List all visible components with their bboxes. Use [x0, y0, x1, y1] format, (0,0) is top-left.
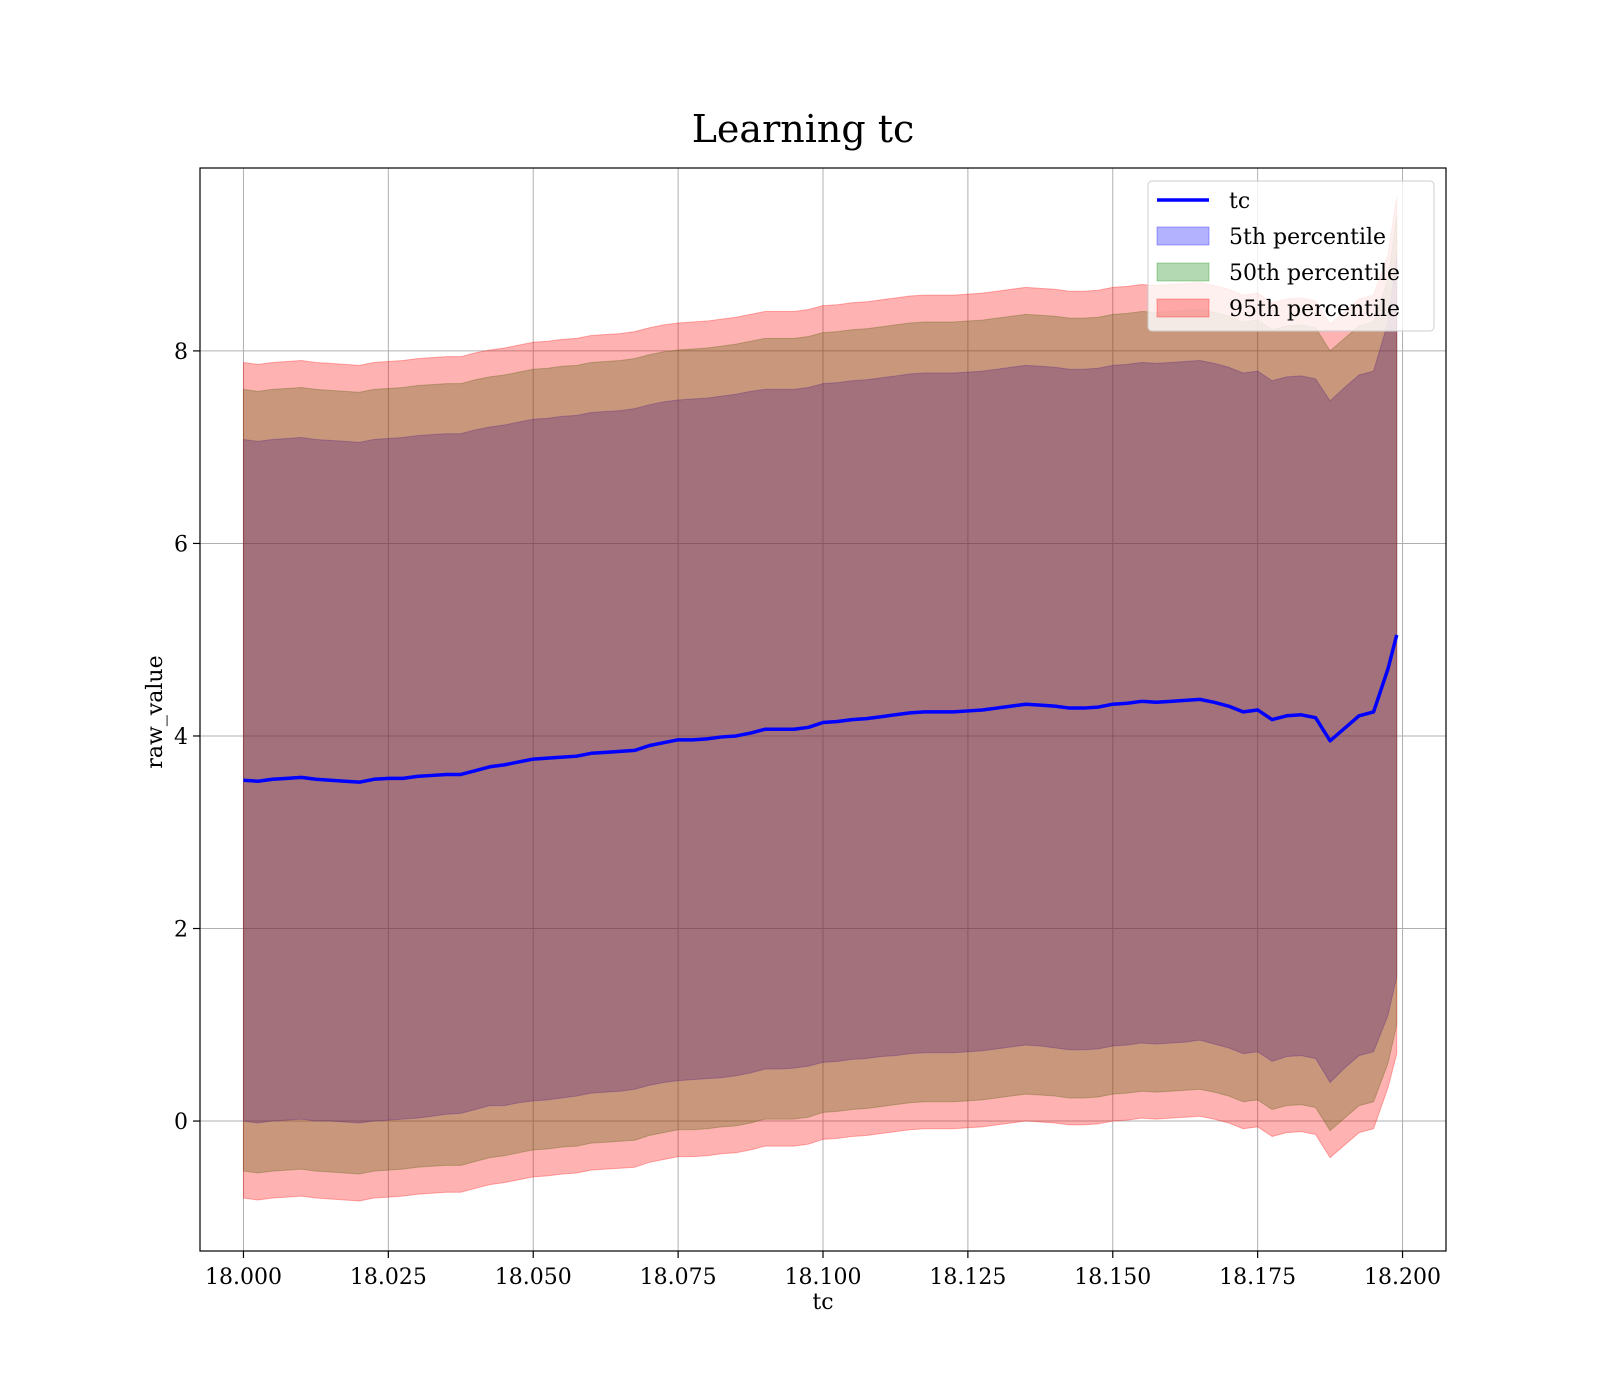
x-axis-label: tc: [812, 1290, 833, 1315]
legend-entry-95th-percentile: 95th percentile: [1229, 297, 1400, 322]
x-tick-label: 18.125: [929, 1265, 1006, 1290]
legend-entry-50th-percentile: 50th percentile: [1229, 261, 1400, 286]
x-tick-label: 18.175: [1219, 1265, 1296, 1290]
x-tick-label: 18.200: [1364, 1265, 1441, 1290]
x-tick-label: 18.100: [785, 1265, 862, 1290]
x-tick-label: 18.050: [495, 1265, 572, 1290]
x-tick-label: 18.000: [205, 1265, 282, 1290]
x-tick-label: 18.025: [350, 1265, 427, 1290]
legend-entry-tc: tc: [1229, 189, 1250, 214]
y-tick-label: 4: [174, 725, 188, 750]
legend-swatch-50th: [1157, 263, 1209, 281]
y-tick-label: 0: [174, 1110, 188, 1135]
y-axis-label: raw_value: [143, 655, 168, 768]
x-axis-ticks: 18.000 18.025 18.050 18.075 18.100 18.125 18.1…: [205, 1251, 1441, 1290]
x-tick-label: 18.075: [640, 1265, 717, 1290]
legend: tc 5th percentile 50th percentile 95th p…: [1148, 181, 1434, 331]
y-tick-label: 6: [174, 532, 188, 557]
percentile-bands: [243, 197, 1396, 1201]
y-tick-label: 2: [174, 918, 188, 943]
y-axis-ticks: 0 2 4 6 8: [174, 340, 200, 1135]
y-tick-label: 8: [174, 340, 188, 365]
x-tick-label: 18.150: [1074, 1265, 1151, 1290]
legend-entry-5th-percentile: 5th percentile: [1229, 225, 1386, 250]
legend-swatch-5th: [1157, 227, 1209, 245]
chart-title: Learning tc: [692, 107, 915, 151]
band-95th-percentile: [243, 197, 1396, 1201]
legend-swatch-95th: [1157, 299, 1209, 317]
